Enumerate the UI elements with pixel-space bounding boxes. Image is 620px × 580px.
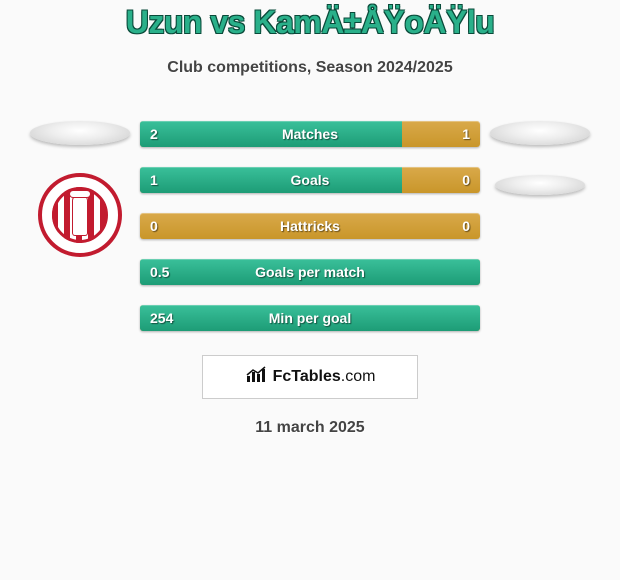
date-text: 11 march 2025 [0, 419, 620, 437]
stat-value-left: 0 [150, 218, 158, 234]
stat-value-right: 0 [462, 172, 470, 188]
page-title: Uzun vs KamÄ±ÅŸoÄŸlu [0, 4, 620, 41]
stat-row: 254 Min per goal [140, 305, 480, 331]
brand-chart-icon [245, 366, 267, 389]
stat-value-left: 0.5 [150, 264, 169, 280]
stat-label: Hattricks [280, 218, 340, 234]
stat-value-right: 1 [462, 126, 470, 142]
stat-row: 1 Goals 0 [140, 167, 480, 193]
stat-label: Goals [291, 172, 330, 188]
stat-value-right: 0 [462, 218, 470, 234]
brand-text: FcTables.com [273, 368, 376, 386]
stat-value-left: 2 [150, 126, 158, 142]
player-placeholder-right [490, 121, 590, 145]
stat-value-left: 254 [150, 310, 173, 326]
stat-row: 2 Matches 1 [140, 121, 480, 147]
stat-bars: 2 Matches 1 1 Goals 0 0 Hattricks 0 0.5 … [140, 121, 480, 331]
stat-value-left: 1 [150, 172, 158, 188]
left-player-col [20, 121, 140, 257]
comparison-content: 2 Matches 1 1 Goals 0 0 Hattricks 0 0.5 … [0, 121, 620, 331]
brand-suffix: .com [341, 368, 376, 385]
stat-label: Matches [282, 126, 338, 142]
club-logo-left [38, 173, 122, 257]
brand-box[interactable]: FcTables.com [202, 355, 418, 399]
right-player-col [480, 121, 600, 195]
club-placeholder-right [495, 175, 585, 195]
subtitle: Club competitions, Season 2024/2025 [0, 59, 620, 77]
stat-label: Min per goal [269, 310, 351, 326]
player-placeholder-left [30, 121, 130, 145]
stat-row: 0 Hattricks 0 [140, 213, 480, 239]
stat-bar-left [140, 167, 402, 193]
brand-name: FcTables [273, 368, 341, 385]
stat-bar-left [140, 121, 402, 147]
stat-label: Goals per match [255, 264, 365, 280]
stat-row: 0.5 Goals per match [140, 259, 480, 285]
